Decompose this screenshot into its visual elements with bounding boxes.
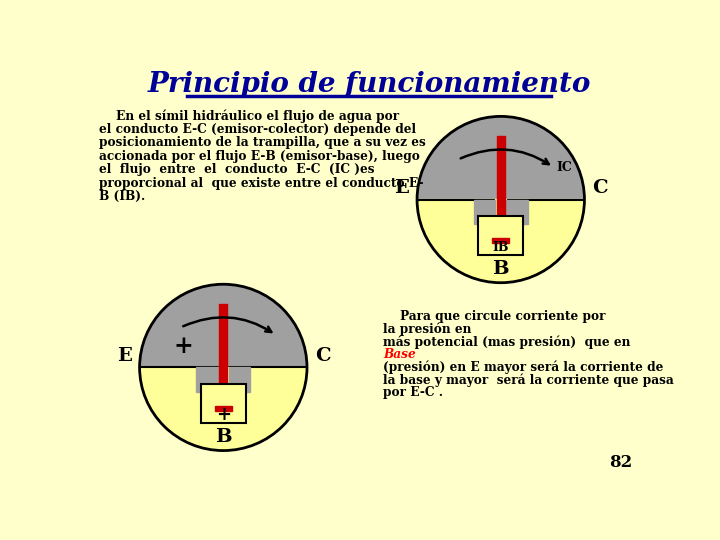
Text: proporcional al  que existe entre el conducto E-: proporcional al que existe entre el cond… — [99, 177, 424, 190]
Text: posicionamiento de la trampilla, que a su vez es: posicionamiento de la trampilla, que a s… — [99, 137, 426, 150]
Bar — [478, 217, 523, 255]
Text: Para que circule corriente por: Para que circule corriente por — [383, 309, 610, 323]
Text: Base: Base — [383, 348, 415, 361]
Bar — [506, 200, 528, 224]
Wedge shape — [418, 200, 584, 282]
Text: +: + — [173, 334, 193, 358]
Text: E: E — [394, 179, 409, 197]
Bar — [220, 304, 228, 414]
Text: IC: IC — [557, 161, 572, 174]
Text: (presión) en E mayor será la corriente de: (presión) en E mayor será la corriente d… — [383, 361, 663, 374]
Text: E: E — [117, 347, 132, 365]
Bar — [196, 367, 218, 392]
Text: Principio de funcionamiento: Principio de funcionamiento — [148, 71, 590, 98]
Text: más potencial (mas presión)  que en: más potencial (mas presión) que en — [383, 335, 634, 349]
Text: la base y mayor  será la corriente que pasa: la base y mayor será la corriente que pa… — [383, 373, 674, 387]
Text: B: B — [492, 260, 509, 278]
Text: C: C — [592, 179, 608, 197]
Text: B: B — [215, 428, 232, 445]
Bar — [497, 137, 505, 246]
Text: B (IB).: B (IB). — [99, 190, 145, 203]
Bar — [218, 367, 229, 369]
Bar — [495, 199, 506, 201]
Text: el  flujo  entre  el  conducto  E-C  (IC )es: el flujo entre el conducto E-C (IC )es — [99, 164, 375, 177]
Text: por E-C .: por E-C . — [383, 386, 443, 399]
Text: C: C — [315, 347, 330, 365]
Wedge shape — [140, 367, 306, 450]
Text: IB: IB — [492, 241, 509, 254]
Bar — [474, 200, 495, 224]
Bar — [229, 367, 251, 392]
Bar — [215, 406, 232, 411]
Bar — [201, 384, 246, 423]
Circle shape — [140, 284, 307, 450]
Text: 82: 82 — [609, 454, 632, 471]
Text: el conducto E-C (emisor-colector) depende del: el conducto E-C (emisor-colector) depend… — [99, 123, 416, 136]
Text: +: + — [216, 406, 231, 424]
Circle shape — [417, 117, 585, 283]
Bar — [492, 238, 509, 244]
Text: accionada por el flujo E-B (emisor-base), luego: accionada por el flujo E-B (emisor-base)… — [99, 150, 420, 163]
Text: En el símil hidráulico el flujo de agua por: En el símil hidráulico el flujo de agua … — [99, 110, 400, 123]
Text: la presión en: la presión en — [383, 322, 476, 336]
